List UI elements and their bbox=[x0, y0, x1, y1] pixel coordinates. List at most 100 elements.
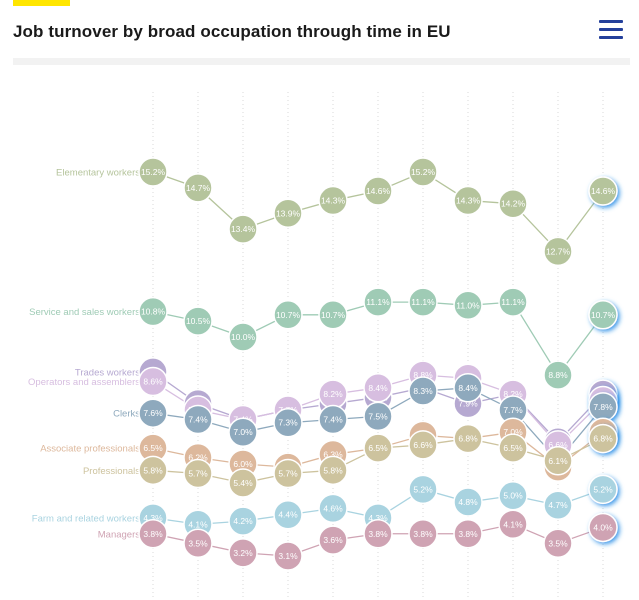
data-point-marker[interactable] bbox=[588, 512, 618, 543]
data-point-managers-6[interactable]: 3.8% bbox=[363, 519, 393, 549]
data-point-professionals-3[interactable]: 5.4% bbox=[228, 468, 258, 498]
data-point-professionals-10[interactable]: 6.1% bbox=[543, 446, 573, 476]
data-point-professionals-2[interactable]: 5.7% bbox=[183, 458, 213, 489]
data-point-clerks-8[interactable]: 8.4% bbox=[453, 373, 483, 403]
data-point-managers-1[interactable]: 3.8% bbox=[138, 519, 168, 549]
data-point-managers-3[interactable]: 3.2% bbox=[228, 538, 258, 568]
data-point-marker[interactable] bbox=[228, 538, 258, 568]
data-point-elementary-workers-1[interactable]: 15.2% bbox=[138, 157, 168, 187]
data-point-service-and-sales-workers-6[interactable]: 11.1% bbox=[363, 287, 393, 317]
data-point-clerks-6[interactable]: 7.5% bbox=[363, 401, 393, 432]
data-point-marker[interactable] bbox=[273, 541, 303, 571]
data-point-marker[interactable] bbox=[498, 287, 528, 317]
data-point-elementary-workers-9[interactable]: 14.2% bbox=[498, 188, 528, 219]
data-point-managers-9[interactable]: 4.1% bbox=[498, 509, 528, 540]
data-point-marker[interactable] bbox=[273, 407, 303, 438]
data-point-marker[interactable] bbox=[363, 519, 393, 549]
data-point-marker[interactable] bbox=[408, 376, 438, 406]
data-point-marker[interactable] bbox=[453, 185, 483, 216]
data-point-elementary-workers-8[interactable]: 14.3% bbox=[453, 185, 483, 216]
data-point-marker[interactable] bbox=[318, 455, 348, 486]
data-point-marker[interactable] bbox=[138, 366, 168, 397]
data-point-elementary-workers-10[interactable]: 12.7% bbox=[543, 236, 573, 267]
data-point-managers-11[interactable]: 4.0% bbox=[588, 512, 618, 543]
data-point-marker[interactable] bbox=[408, 287, 438, 317]
series-label-trades-workers[interactable]: Trades workers bbox=[75, 367, 140, 378]
series-label-clerks[interactable]: Clerks bbox=[113, 409, 140, 420]
data-point-marker[interactable] bbox=[183, 404, 213, 435]
data-point-service-and-sales-workers-11[interactable]: 10.7% bbox=[588, 300, 618, 330]
data-point-farm-and-related-workers-11[interactable]: 5.2% bbox=[588, 474, 618, 505]
data-point-operators-and-assemblers-1[interactable]: 8.6% bbox=[138, 366, 168, 397]
data-point-marker[interactable] bbox=[228, 468, 258, 498]
data-point-marker[interactable] bbox=[453, 519, 483, 549]
series-label-service-and-sales-workers[interactable]: Service and sales workers bbox=[29, 307, 140, 318]
data-point-marker[interactable] bbox=[183, 173, 213, 203]
data-point-professionals-5[interactable]: 5.8% bbox=[318, 455, 348, 486]
data-point-operators-and-assemblers-6[interactable]: 8.4% bbox=[363, 373, 393, 403]
data-point-farm-and-related-workers-7[interactable]: 5.2% bbox=[408, 474, 438, 505]
data-point-professionals-4[interactable]: 5.7% bbox=[273, 458, 303, 489]
data-point-marker[interactable] bbox=[228, 417, 258, 447]
data-point-marker[interactable] bbox=[318, 404, 348, 435]
data-point-service-and-sales-workers-1[interactable]: 10.8% bbox=[138, 296, 168, 327]
data-point-elementary-workers-3[interactable]: 13.4% bbox=[228, 214, 258, 244]
data-point-marker[interactable] bbox=[228, 322, 258, 352]
data-point-managers-2[interactable]: 3.5% bbox=[183, 528, 213, 559]
data-point-clerks-5[interactable]: 7.4% bbox=[318, 404, 348, 435]
data-point-marker[interactable] bbox=[228, 214, 258, 244]
data-point-elementary-workers-7[interactable]: 15.2% bbox=[408, 157, 438, 187]
data-point-marker[interactable] bbox=[408, 157, 438, 187]
data-point-farm-and-related-workers-5[interactable]: 4.6% bbox=[318, 493, 348, 524]
data-point-marker[interactable] bbox=[588, 300, 618, 330]
data-point-marker[interactable] bbox=[543, 360, 573, 390]
data-point-elementary-workers-5[interactable]: 14.3% bbox=[318, 185, 348, 216]
data-point-clerks-11[interactable]: 7.8% bbox=[588, 392, 618, 422]
data-point-marker[interactable] bbox=[588, 474, 618, 505]
data-point-marker[interactable] bbox=[363, 176, 393, 206]
data-point-marker[interactable] bbox=[543, 490, 573, 520]
data-point-marker[interactable] bbox=[138, 398, 168, 428]
data-point-managers-5[interactable]: 3.6% bbox=[318, 525, 348, 555]
data-point-marker[interactable] bbox=[273, 458, 303, 489]
data-point-service-and-sales-workers-10[interactable]: 8.8% bbox=[543, 360, 573, 390]
data-point-managers-7[interactable]: 3.8% bbox=[408, 519, 438, 549]
data-point-service-and-sales-workers-9[interactable]: 11.1% bbox=[498, 287, 528, 317]
data-point-elementary-workers-11[interactable]: 14.6% bbox=[588, 176, 618, 206]
data-point-managers-4[interactable]: 3.1% bbox=[273, 541, 303, 571]
data-point-marker[interactable] bbox=[138, 519, 168, 549]
data-point-operators-and-assemblers-5[interactable]: 8.2% bbox=[318, 379, 348, 409]
data-point-marker[interactable] bbox=[273, 300, 303, 330]
data-point-clerks-7[interactable]: 8.3% bbox=[408, 376, 438, 406]
data-point-professionals-11[interactable]: 6.8% bbox=[588, 423, 618, 454]
data-point-marker[interactable] bbox=[183, 528, 213, 559]
data-point-service-and-sales-workers-4[interactable]: 10.7% bbox=[273, 300, 303, 330]
data-point-marker[interactable] bbox=[273, 198, 303, 229]
data-point-service-and-sales-workers-3[interactable]: 10.0% bbox=[228, 322, 258, 352]
data-point-marker[interactable] bbox=[138, 455, 168, 486]
data-point-marker[interactable] bbox=[318, 185, 348, 216]
data-point-marker[interactable] bbox=[318, 300, 348, 330]
data-point-marker[interactable] bbox=[498, 188, 528, 219]
series-label-operators-and-assemblers[interactable]: Operators and assemblers bbox=[28, 377, 140, 388]
data-point-marker[interactable] bbox=[453, 373, 483, 403]
data-point-professionals-1[interactable]: 5.8% bbox=[138, 455, 168, 486]
data-point-managers-8[interactable]: 3.8% bbox=[453, 519, 483, 549]
data-point-elementary-workers-2[interactable]: 14.7% bbox=[183, 173, 213, 203]
data-point-service-and-sales-workers-2[interactable]: 10.5% bbox=[183, 306, 213, 336]
data-point-marker[interactable] bbox=[318, 493, 348, 524]
data-point-elementary-workers-4[interactable]: 13.9% bbox=[273, 198, 303, 229]
data-point-marker[interactable] bbox=[543, 446, 573, 476]
data-point-marker[interactable] bbox=[138, 296, 168, 327]
data-point-clerks-2[interactable]: 7.4% bbox=[183, 404, 213, 435]
data-point-marker[interactable] bbox=[453, 487, 483, 517]
series-label-professionals[interactable]: Professionals bbox=[83, 466, 140, 477]
data-point-marker[interactable] bbox=[318, 525, 348, 555]
data-point-marker[interactable] bbox=[363, 401, 393, 432]
data-point-professionals-6[interactable]: 6.5% bbox=[363, 433, 393, 463]
data-point-marker[interactable] bbox=[453, 290, 483, 321]
data-point-marker[interactable] bbox=[408, 430, 438, 460]
data-point-marker[interactable] bbox=[183, 458, 213, 489]
data-point-professionals-8[interactable]: 6.8% bbox=[453, 423, 483, 454]
data-point-managers-10[interactable]: 3.5% bbox=[543, 528, 573, 559]
